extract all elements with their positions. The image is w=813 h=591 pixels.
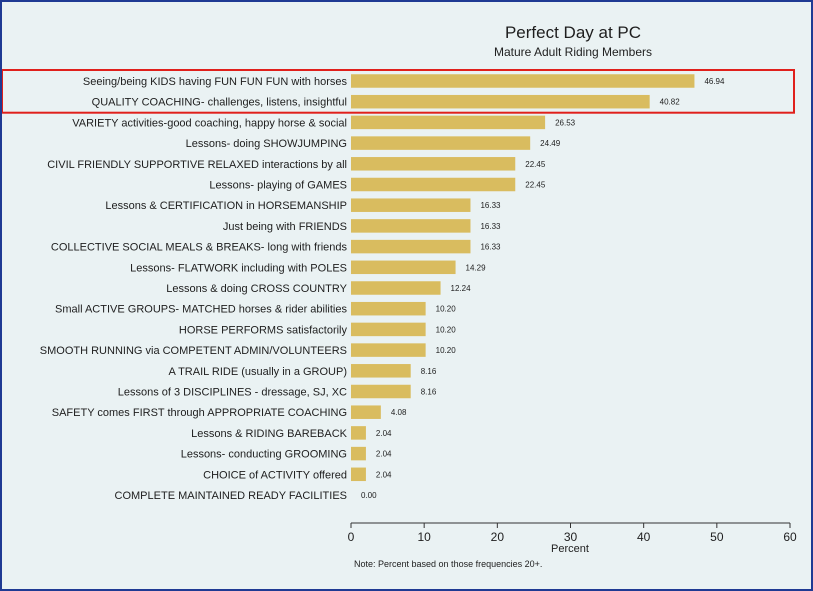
bar: [351, 301, 426, 316]
x-tick-label: 10: [417, 530, 431, 544]
x-axis-ticks: 0 10 20 30 40 50 60: [348, 523, 797, 544]
bar-value-label: 16.33: [480, 201, 501, 210]
bar-value-label: 26.53: [555, 118, 576, 127]
category-label: Seeing/being KIDS having FUN FUN FUN wit…: [83, 76, 348, 88]
category-label: VARIETY activities-good coaching, happy …: [72, 117, 347, 129]
bar-value-label: 8.16: [421, 388, 437, 397]
category-label: COLLECTIVE SOCIAL MEALS & BREAKS- long w…: [51, 242, 348, 254]
category-label: Lessons- playing of GAMES: [209, 180, 347, 192]
category-label: Lessons & RIDING BAREBACK: [191, 428, 348, 440]
x-tick-label: 60: [783, 530, 797, 544]
bar: [351, 364, 411, 378]
chart-title: Perfect Day at PC: [505, 23, 641, 42]
bar: [351, 74, 695, 88]
bar: [351, 198, 471, 212]
bar-value-label: 2.04: [376, 429, 392, 438]
x-tick-label: 20: [491, 530, 505, 544]
bar-value-label: 16.33: [480, 222, 501, 231]
bar: [351, 260, 456, 275]
bar-value-label: 8.16: [421, 367, 437, 376]
bar-value-label: 24.49: [540, 139, 561, 148]
bar-value-label: 22.45: [525, 181, 546, 190]
bar: [351, 94, 650, 109]
x-tick-label: 50: [710, 530, 724, 544]
bar-value-label: 2.04: [376, 470, 392, 479]
x-tick-label: 0: [348, 530, 355, 544]
bar: [351, 405, 381, 419]
bar: [351, 343, 426, 357]
bar: [351, 322, 426, 337]
bar-value-label: 0.00: [361, 491, 377, 500]
category-label: CIVIL FRIENDLY SUPPORTIVE RELAXED intera…: [47, 159, 347, 171]
category-label: COMPLETE MAINTAINED READY FACILITIES: [115, 490, 347, 502]
bar: [351, 446, 366, 461]
category-label: Lessons & CERTIFICATION in HORSEMANSHIP: [105, 200, 347, 212]
category-label: Lessons- doing SHOWJUMPING: [186, 138, 347, 150]
bar-value-label: 2.04: [376, 450, 392, 459]
x-tick-label: 30: [564, 530, 578, 544]
x-tick-label: 40: [637, 530, 651, 544]
category-label: Lessons- conducting GROOMING: [181, 449, 347, 461]
bar: [351, 136, 531, 150]
category-label: CHOICE of ACTIVITY offered: [203, 469, 347, 481]
bar: [351, 281, 441, 295]
bar-value-label: 10.20: [436, 325, 457, 334]
bar: [351, 219, 471, 233]
bar-value-label: 46.94: [704, 77, 725, 86]
bar: [351, 426, 366, 440]
category-label: SMOOTH RUNNING via COMPETENT ADMIN/VOLUN…: [40, 345, 347, 357]
bar-value-label: 14.29: [466, 263, 487, 272]
category-label: HORSE PERFORMS satisfactorily: [179, 324, 348, 336]
category-label: Lessons of 3 DISCIPLINES - dressage, SJ,…: [118, 387, 347, 399]
bar-value-label: 16.33: [480, 243, 501, 252]
bar-value-label: 22.45: [525, 160, 546, 169]
bar-value-label: 40.82: [660, 98, 681, 107]
bar: [351, 177, 516, 192]
chart-note: Note: Percent based on those frequencies…: [354, 559, 542, 569]
category-label: A TRAIL RIDE (usually in a GROUP): [169, 366, 348, 378]
plot-area: Seeing/being KIDS having FUN FUN FUN wit…: [40, 74, 725, 502]
bar: [351, 115, 546, 130]
bar: [351, 239, 471, 254]
category-label: Just being with FRIENDS: [223, 221, 347, 233]
category-label: QUALITY COACHING- challenges, listens, i…: [92, 97, 347, 109]
bar-value-label: 10.20: [436, 346, 457, 355]
bar: [351, 384, 411, 399]
highlight-box: [2, 69, 795, 114]
bar: [351, 467, 366, 482]
category-label: Lessons & doing CROSS COUNTRY: [166, 283, 347, 295]
bar-value-label: 12.24: [451, 284, 472, 293]
bar: [351, 157, 516, 171]
category-label: Small ACTIVE GROUPS- MATCHED horses & ri…: [55, 304, 347, 316]
x-axis-label: Percent: [551, 543, 589, 555]
chart-subtitle: Mature Adult Riding Members: [494, 45, 652, 59]
category-label: Lessons- FLATWORK including with POLES: [130, 262, 347, 274]
bar-value-label: 10.20: [436, 305, 457, 314]
category-label: SAFETY comes FIRST through APPROPRIATE C…: [52, 407, 347, 419]
bar-value-label: 4.08: [391, 408, 407, 417]
